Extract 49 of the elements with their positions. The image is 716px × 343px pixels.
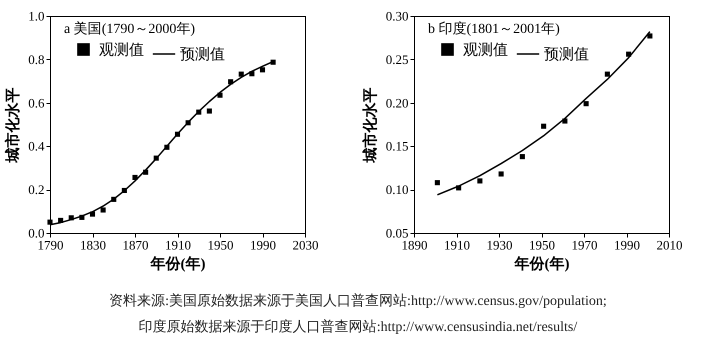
y-tick-label: 0.8 — [28, 52, 44, 67]
x-tick-label: 1950 — [208, 238, 234, 252]
legend-label: 预测值 — [544, 46, 589, 63]
x-axis-title: 年份(年) — [514, 256, 570, 272]
chart-title: b 印度(1801～2001年) — [428, 21, 560, 37]
point — [477, 178, 482, 184]
point — [206, 108, 212, 114]
x-tick-label: 1990 — [614, 238, 640, 252]
x-tick-label: 1910 — [444, 238, 470, 252]
x-tick-label: 1910 — [165, 238, 191, 252]
x-tick-label: 1970 — [572, 238, 598, 252]
x-tick-label: 1870 — [122, 238, 148, 252]
legend-label: 观测值 — [463, 42, 508, 58]
y-tick-label: 0.10 — [386, 182, 408, 198]
y-tick-label: 0.6 — [28, 95, 45, 110]
point — [100, 207, 106, 213]
chart-title: a 美国(1790～2000年) — [64, 21, 196, 37]
point — [260, 67, 266, 72]
x-tick-label: 1950 — [529, 238, 555, 252]
x-axis-title: 年份(年) — [150, 256, 206, 272]
point — [498, 171, 504, 177]
point — [604, 72, 610, 77]
y-tick-label: 0.20 — [386, 95, 408, 110]
y-tick-label: 0.4 — [28, 138, 45, 154]
x-tick-label: 2030 — [292, 238, 318, 252]
y-tick-label: 0.25 — [386, 52, 408, 67]
y-axis-title: 城市化水平 — [360, 88, 379, 164]
y-tick-label: 1.0 — [28, 8, 44, 24]
y-tick-label: 0.05 — [386, 226, 408, 240]
legend-label: 观测值 — [99, 42, 144, 58]
x-tick-label: 1990 — [250, 238, 276, 252]
point — [584, 101, 589, 106]
y-tick-label: 0.30 — [386, 8, 408, 24]
x-tick-label: 1790 — [38, 238, 64, 252]
x-tick-label: 1930 — [486, 238, 512, 252]
point — [520, 154, 525, 160]
x-tick-label: 1830 — [80, 238, 106, 252]
y-tick-label: 0.0 — [28, 226, 44, 240]
text: 印度原始数据来源于印度人口普查网站:http://www.censusindia.net/results/ — [138, 318, 578, 337]
y-axis-title: 城市化水平 — [3, 88, 22, 164]
x-tick-label: 2010 — [656, 238, 682, 252]
text: 资料来源:美国原始数据来源于美国人口普查网站:http://www.census.gov/population; — [108, 292, 608, 311]
point — [541, 124, 546, 129]
point — [238, 72, 244, 77]
x-tick-label: 1890 — [402, 238, 428, 252]
point — [434, 180, 440, 186]
legend-label: 预测值 — [180, 46, 225, 63]
y-tick-label: 0.2 — [28, 182, 44, 198]
y-tick-label: 0.15 — [386, 138, 408, 154]
